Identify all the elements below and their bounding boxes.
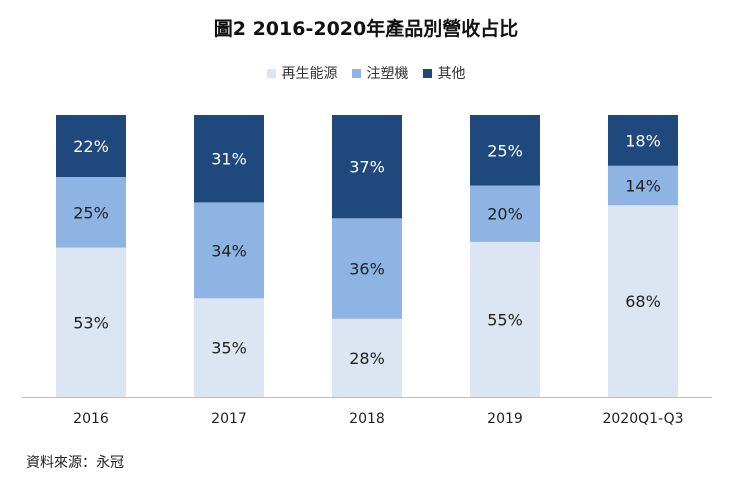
data-label: 36%: [349, 260, 385, 279]
data-label: 37%: [349, 158, 385, 177]
x-tick-label: 2016: [73, 411, 109, 427]
data-label: 25%: [73, 203, 109, 222]
bar-segment: [194, 298, 264, 397]
legend-swatch-other: [422, 68, 432, 78]
data-label: 14%: [625, 177, 661, 196]
x-tick-label: 2018: [349, 411, 385, 427]
legend-item-other: 其他: [422, 63, 466, 83]
data-label: 22%: [73, 137, 109, 156]
data-label: 55%: [487, 310, 523, 329]
source-note: 資料來源：永冠: [26, 455, 124, 471]
bar-segment: [56, 177, 126, 248]
x-tick-label: 2020Q1-Q3: [602, 411, 683, 427]
data-label: 53%: [73, 313, 109, 332]
data-label: 31%: [211, 150, 247, 169]
legend-swatch-renewable: [266, 68, 276, 78]
data-label: 34%: [211, 241, 247, 260]
bar-segment: [470, 115, 540, 186]
bar-segment: [470, 241, 540, 397]
x-tick-label: 2019: [487, 411, 523, 427]
bar-segment: [470, 185, 540, 242]
bar-segment: [56, 247, 126, 397]
bar-segment: [608, 205, 678, 397]
legend-item-injection: 注塑機: [351, 63, 409, 83]
bar-segment: [194, 202, 264, 299]
legend-label-injection: 注塑機: [366, 66, 409, 82]
bar-segment: [332, 318, 402, 397]
data-label: 35%: [211, 339, 247, 358]
chart-title: 圖2 2016-2020年產品別營收占比: [213, 18, 519, 40]
bar-segment: [608, 165, 678, 206]
data-label: 20%: [487, 205, 523, 224]
bar-segment: [56, 115, 126, 178]
bar-segment: [194, 115, 264, 203]
bar-segment: [608, 115, 678, 166]
data-label: 28%: [349, 349, 385, 368]
data-label: 18%: [625, 131, 661, 150]
bar-segment: [332, 115, 402, 219]
x-tick-label: 2017: [211, 411, 247, 427]
data-label: 68%: [625, 292, 661, 311]
data-label: 25%: [487, 141, 523, 160]
bar-segment: [332, 218, 402, 319]
legend-label-renewable: 再生能源: [281, 66, 338, 82]
legend-swatch-injection: [351, 68, 361, 78]
legend-item-renewable: 再生能源: [266, 63, 338, 83]
legend-label-other: 其他: [437, 66, 466, 82]
chart-legend: 再生能源 注塑機 其他: [0, 63, 732, 83]
